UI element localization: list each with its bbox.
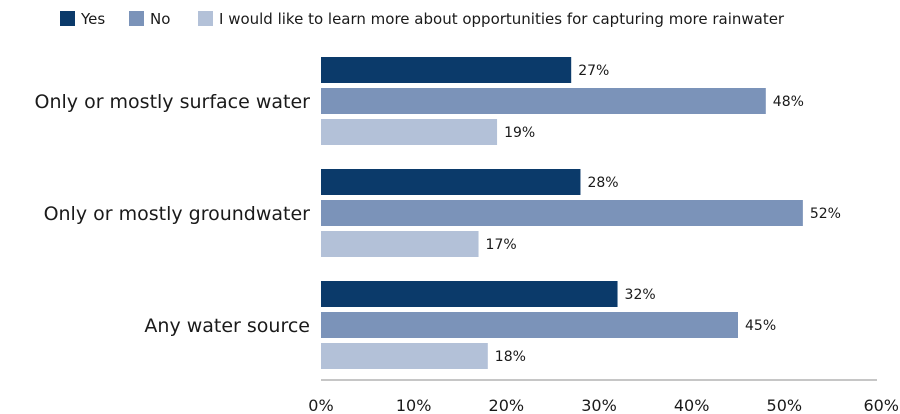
x-tick-label-1: 0% — [308, 396, 333, 414]
legend-swatch-3 — [198, 11, 213, 26]
data-label-3-2: 45% — [745, 318, 776, 334]
category-label-3: Any water source — [144, 315, 310, 337]
bar-3-1 — [321, 281, 618, 307]
x-tick-label-7: 60% — [863, 396, 899, 414]
bar-1-3 — [321, 119, 498, 145]
bar-2-1 — [321, 169, 581, 195]
value-labels: 27% 48% 19% 28% 52% 17% 32% 45% 18% — [486, 63, 841, 365]
legend-label-1: Yes — [80, 10, 105, 28]
data-label-1-3: 19% — [504, 125, 535, 141]
legend-label-3: I would like to learn more about opportu… — [219, 10, 785, 28]
bars — [321, 57, 803, 369]
category-labels: Only or mostly surface water Only or most… — [35, 91, 311, 337]
data-label-1-2: 48% — [773, 94, 804, 110]
bar-2-2 — [321, 200, 803, 226]
data-label-2-1: 28% — [587, 175, 618, 191]
data-label-2-2: 52% — [810, 206, 841, 222]
legend-swatch-2 — [129, 11, 144, 26]
category-label-1: Only or mostly surface water — [35, 91, 311, 113]
legend-swatch-1 — [60, 11, 75, 26]
bar-1-1 — [321, 57, 572, 83]
category-label-2: Only or mostly groundwater — [44, 203, 311, 225]
data-label-1-1: 27% — [578, 63, 609, 79]
legend: Yes No I would like to learn more about op… — [60, 10, 785, 28]
bar-1-2 — [321, 88, 766, 114]
x-axis: 0% 10% 20% 30% 40% 50% 60% — [308, 379, 899, 414]
data-label-3-1: 32% — [625, 287, 656, 303]
x-tick-label-2: 10% — [396, 396, 432, 414]
bar-3-2 — [321, 312, 738, 338]
x-tick-label-3: 20% — [489, 396, 525, 414]
bar-2-3 — [321, 231, 479, 257]
legend-label-2: No — [150, 10, 170, 28]
bar-3-3 — [321, 343, 488, 369]
data-label-3-3: 18% — [495, 349, 526, 365]
data-label-2-3: 17% — [486, 237, 517, 253]
x-tick-label-4: 30% — [581, 396, 617, 414]
x-tick-label-6: 50% — [767, 396, 803, 414]
x-tick-label-5: 40% — [674, 396, 710, 414]
